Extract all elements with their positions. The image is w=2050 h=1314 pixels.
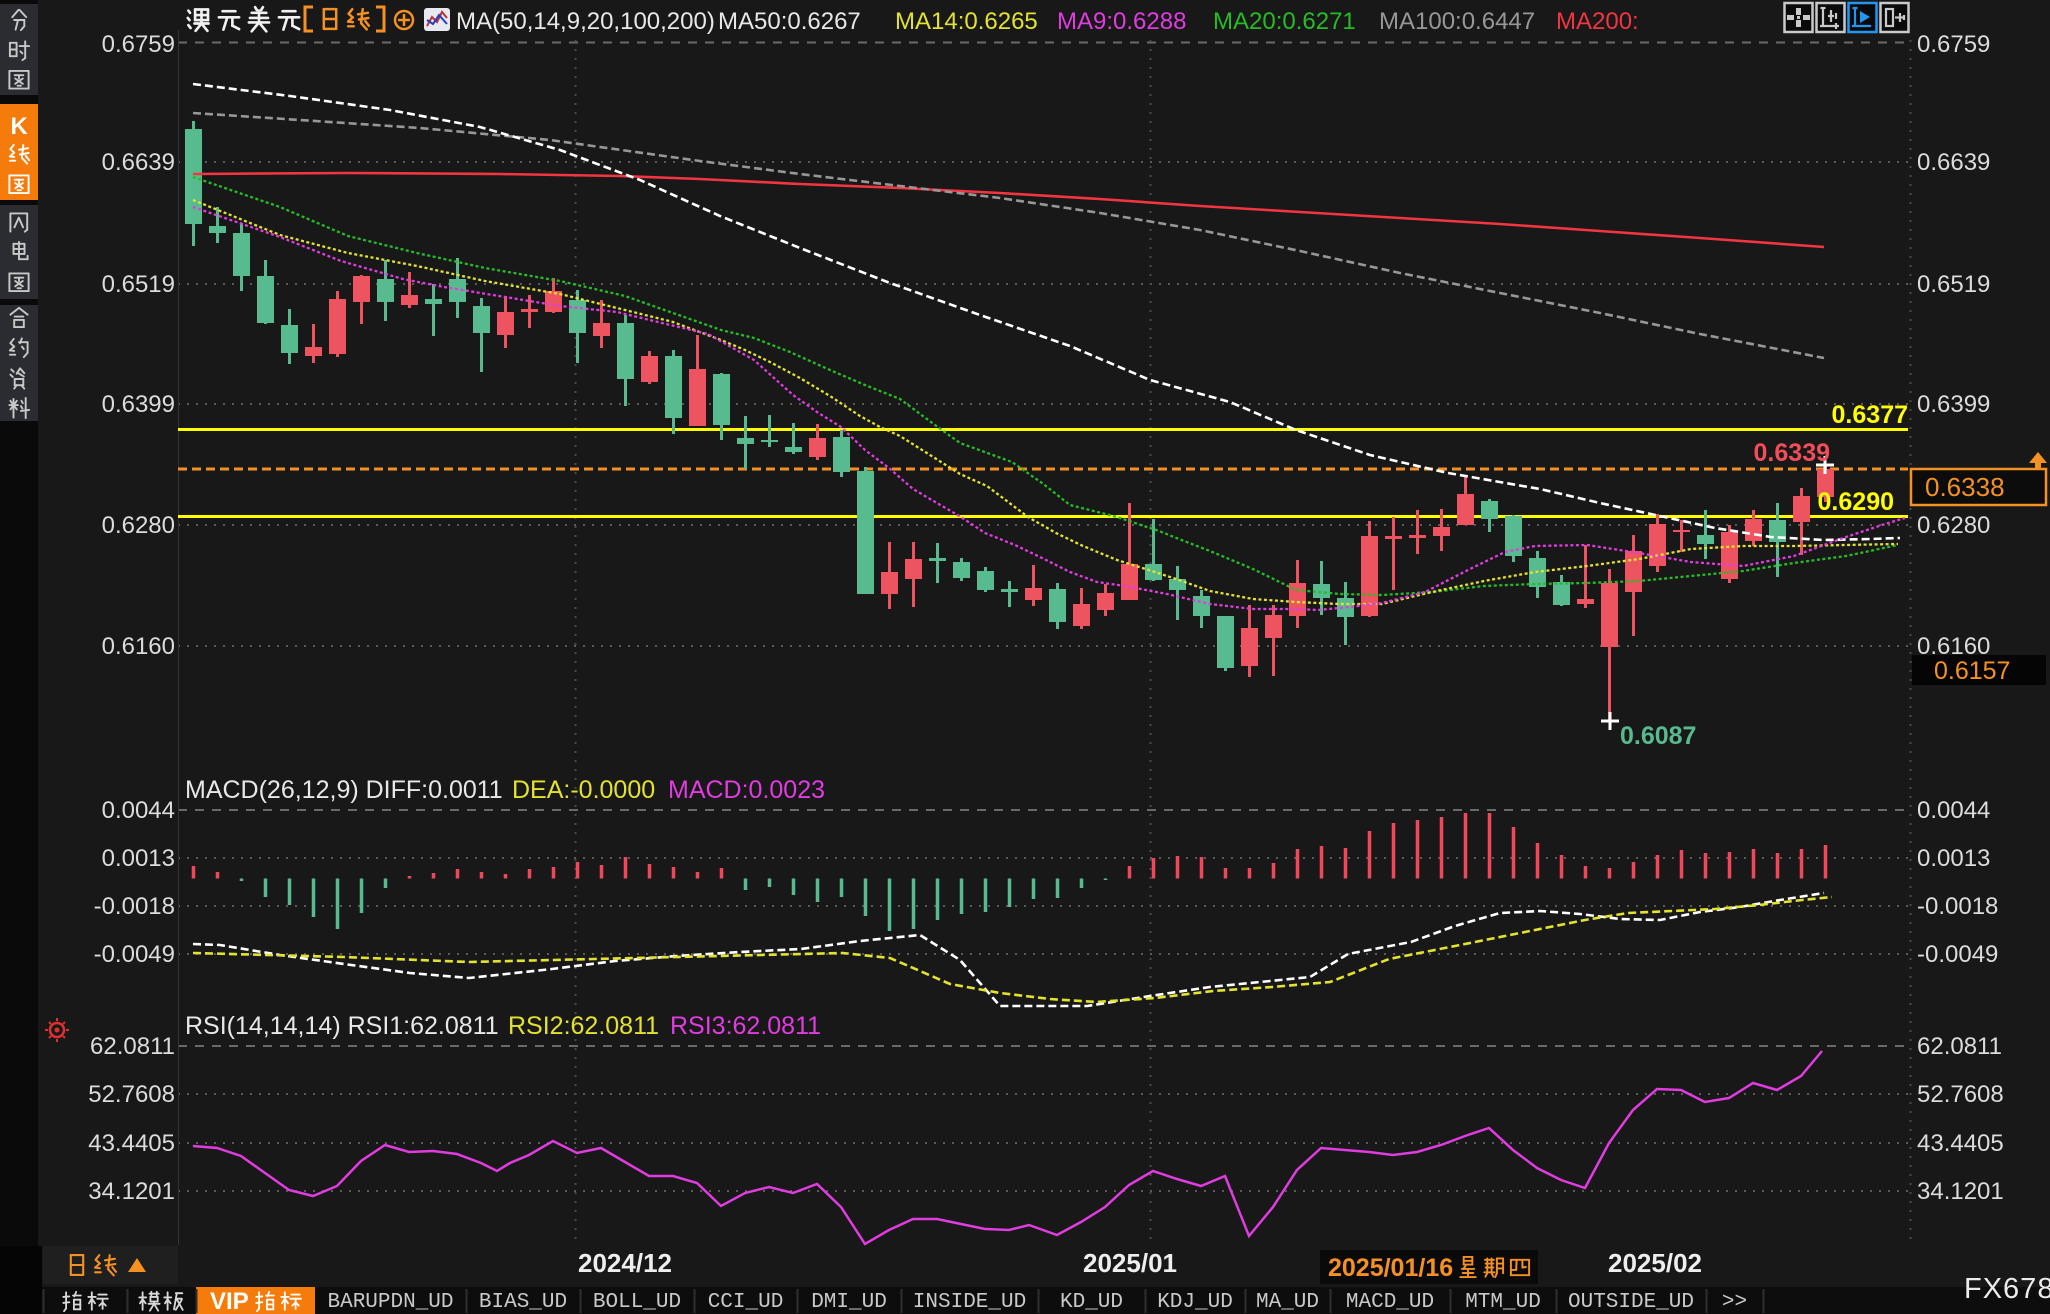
svg-text:VIP: VIP [210,1288,249,1314]
svg-text:RSI2:62.0811: RSI2:62.0811 [508,1012,659,1040]
svg-text:62.0811: 62.0811 [1917,1033,2002,1060]
svg-text:MA50:0.6267: MA50:0.6267 [718,8,861,35]
svg-text:2025/01/16: 2025/01/16 [1328,1254,1453,1282]
svg-text:MTM_UD: MTM_UD [1465,1291,1541,1314]
svg-text:2025/02: 2025/02 [1608,1248,1702,1278]
svg-text:0.6639: 0.6639 [1917,149,1990,176]
svg-text:34.1201: 34.1201 [88,1178,175,1205]
svg-text:>>: >> [1722,1291,1747,1314]
svg-text:0.0013: 0.0013 [1917,845,1990,872]
svg-text:52.7608: 52.7608 [88,1081,175,1108]
svg-text:KDJ_UD: KDJ_UD [1157,1291,1233,1314]
svg-text:0.6280: 0.6280 [102,512,175,539]
svg-text:MA20:0.6271: MA20:0.6271 [1213,8,1356,35]
svg-text:0.6377: 0.6377 [1832,401,1908,429]
svg-text:-0.0049: -0.0049 [1917,941,1998,968]
svg-text:K: K [10,113,28,140]
svg-text:DMI_UD: DMI_UD [811,1291,887,1314]
svg-text:MA14:0.6265: MA14:0.6265 [895,8,1038,35]
svg-text:MA200:: MA200: [1556,8,1639,35]
svg-text:-0.0018: -0.0018 [1917,893,1998,920]
svg-text:MACD:0.0023: MACD:0.0023 [668,776,825,804]
svg-text:34.1201: 34.1201 [1917,1178,2004,1205]
svg-text:MA9:0.6288: MA9:0.6288 [1057,8,1186,35]
svg-text:0.6338: 0.6338 [1925,472,2005,502]
svg-text:RSI(14,14,14) RSI1:62.0811: RSI(14,14,14) RSI1:62.0811 [185,1012,499,1040]
svg-text:KD_UD: KD_UD [1060,1291,1123,1314]
svg-text:0.6339: 0.6339 [1754,439,1830,467]
svg-text:62.0811: 62.0811 [90,1033,175,1060]
svg-text:0.0044: 0.0044 [102,797,175,824]
svg-text:0.6519: 0.6519 [1917,271,1990,298]
svg-text:DEA:-0.0000: DEA:-0.0000 [512,776,655,804]
svg-text:0.6759: 0.6759 [1917,31,1990,58]
svg-text:0.0013: 0.0013 [102,845,175,872]
svg-text:0.6280: 0.6280 [1917,512,1990,539]
svg-text:RSI3:62.0811: RSI3:62.0811 [670,1012,821,1040]
svg-text:0.6157: 0.6157 [1934,657,2010,685]
svg-text:43.4405: 43.4405 [1917,1130,2004,1157]
svg-text:0.6399: 0.6399 [102,391,175,418]
svg-text:0.6290: 0.6290 [1818,488,1894,516]
svg-text:0.6399: 0.6399 [1917,391,1990,418]
svg-text:FX678: FX678 [1964,1273,2050,1305]
svg-text:0.0044: 0.0044 [1917,797,1990,824]
svg-text:52.7608: 52.7608 [1917,1081,2004,1108]
svg-text:0.6759: 0.6759 [102,31,175,58]
svg-text:CCI_UD: CCI_UD [708,1291,784,1314]
svg-text:0.6639: 0.6639 [102,149,175,176]
svg-text:MACD(26,12,9) DIFF:0.0011: MACD(26,12,9) DIFF:0.0011 [185,776,503,804]
svg-text:0.6087: 0.6087 [1620,722,1696,750]
svg-text:INSIDE_UD: INSIDE_UD [913,1291,1026,1314]
svg-text:BOLL_UD: BOLL_UD [593,1291,681,1314]
svg-text:-0.0018: -0.0018 [94,893,175,920]
svg-text:-0.0049: -0.0049 [94,941,175,968]
svg-text:MA(50,14,9,20,100,200): MA(50,14,9,20,100,200) [456,8,715,35]
svg-text:MACD_UD: MACD_UD [1346,1291,1434,1314]
svg-text:OUTSIDE_UD: OUTSIDE_UD [1568,1291,1694,1314]
svg-text:0.6519: 0.6519 [102,271,175,298]
svg-text:MA100:0.6447: MA100:0.6447 [1379,8,1535,35]
svg-text:0.6160: 0.6160 [102,633,175,660]
svg-text:BARUPDN_UD: BARUPDN_UD [327,1291,453,1314]
svg-text:MA_UD: MA_UD [1256,1291,1319,1314]
svg-text:43.4405: 43.4405 [88,1130,175,1157]
svg-text:2024/12: 2024/12 [578,1248,672,1278]
svg-text:BIAS_UD: BIAS_UD [479,1291,567,1314]
svg-text:2025/01: 2025/01 [1083,1248,1177,1278]
